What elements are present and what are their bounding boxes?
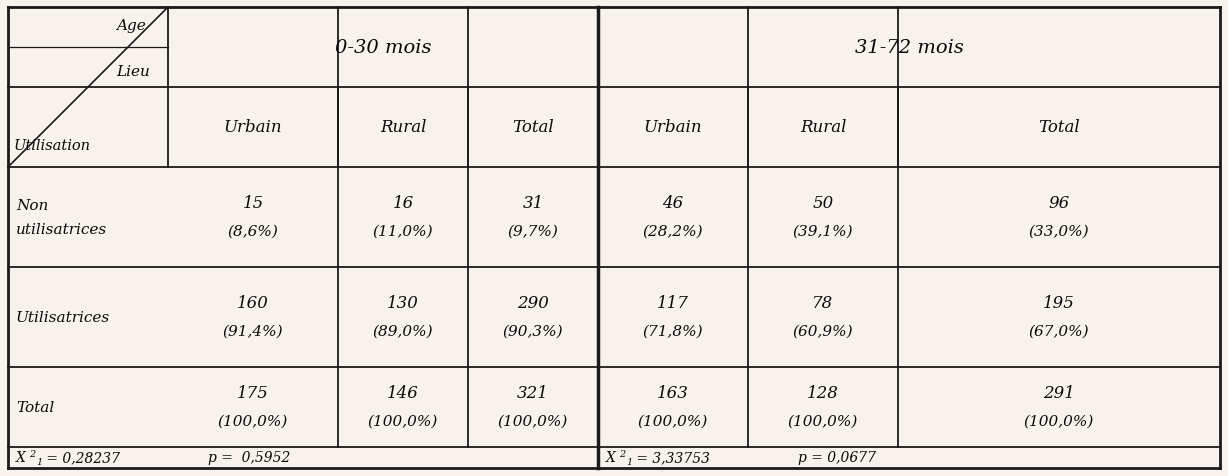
Text: 50: 50	[813, 195, 834, 212]
Text: 2: 2	[619, 449, 625, 458]
Text: (33,0%): (33,0%)	[1029, 225, 1089, 238]
Text: p = 0,0677: p = 0,0677	[798, 451, 876, 465]
Text: (100,0%): (100,0%)	[637, 414, 709, 428]
Text: X: X	[16, 451, 26, 465]
Text: 160: 160	[237, 295, 269, 312]
Text: 130: 130	[387, 295, 419, 312]
Text: (100,0%): (100,0%)	[368, 414, 438, 428]
Text: Total: Total	[16, 400, 54, 414]
Text: utilisatrices: utilisatrices	[16, 223, 107, 237]
Text: 15: 15	[242, 195, 264, 212]
Text: Non: Non	[16, 198, 48, 213]
Text: (9,7%): (9,7%)	[507, 225, 559, 238]
Text: Total: Total	[1038, 119, 1079, 136]
Text: 128: 128	[807, 385, 839, 402]
Text: 16: 16	[393, 195, 414, 212]
Text: (100,0%): (100,0%)	[1024, 414, 1094, 428]
Text: 96: 96	[1049, 195, 1070, 212]
Text: Rural: Rural	[379, 119, 426, 136]
Text: 146: 146	[387, 385, 419, 402]
Text: Utilisatrices: Utilisatrices	[16, 310, 111, 324]
Text: (90,3%): (90,3%)	[502, 324, 564, 338]
Text: 117: 117	[657, 295, 689, 312]
Text: = 3,33753: = 3,33753	[632, 451, 710, 465]
Text: Urbain: Urbain	[223, 119, 282, 136]
Text: 31: 31	[522, 195, 544, 212]
Text: 46: 46	[662, 195, 684, 212]
Text: 2: 2	[29, 449, 36, 458]
Text: 291: 291	[1043, 385, 1074, 402]
Text: 290: 290	[517, 295, 549, 312]
Text: (8,6%): (8,6%)	[227, 225, 279, 238]
Text: (67,0%): (67,0%)	[1029, 324, 1089, 338]
Text: (89,0%): (89,0%)	[372, 324, 433, 338]
Text: Total: Total	[512, 119, 554, 136]
Text: (71,8%): (71,8%)	[642, 324, 704, 338]
Text: Utilisation: Utilisation	[14, 139, 91, 153]
Text: 195: 195	[1043, 295, 1074, 312]
Text: 163: 163	[657, 385, 689, 402]
Text: (60,9%): (60,9%)	[793, 324, 853, 338]
Text: 0-30 mois: 0-30 mois	[335, 39, 431, 57]
Text: (100,0%): (100,0%)	[788, 414, 858, 428]
Text: (100,0%): (100,0%)	[497, 414, 569, 428]
Text: p =  0,5952: p = 0,5952	[208, 451, 290, 465]
Text: (28,2%): (28,2%)	[642, 225, 704, 238]
Text: 175: 175	[237, 385, 269, 402]
Text: 1: 1	[626, 457, 632, 466]
Text: 31-72 mois: 31-72 mois	[855, 39, 964, 57]
Text: 1: 1	[36, 457, 42, 466]
Text: (11,0%): (11,0%)	[372, 225, 433, 238]
Text: = 0,28237: = 0,28237	[42, 451, 120, 465]
Text: (39,1%): (39,1%)	[793, 225, 853, 238]
Text: 321: 321	[517, 385, 549, 402]
Text: 78: 78	[813, 295, 834, 312]
Text: Urbain: Urbain	[643, 119, 702, 136]
Text: Rural: Rural	[799, 119, 846, 136]
Text: X: X	[605, 451, 616, 465]
Text: Lieu: Lieu	[117, 65, 150, 79]
Text: (100,0%): (100,0%)	[217, 414, 289, 428]
Text: (91,4%): (91,4%)	[222, 324, 284, 338]
Text: Age: Age	[117, 19, 146, 33]
